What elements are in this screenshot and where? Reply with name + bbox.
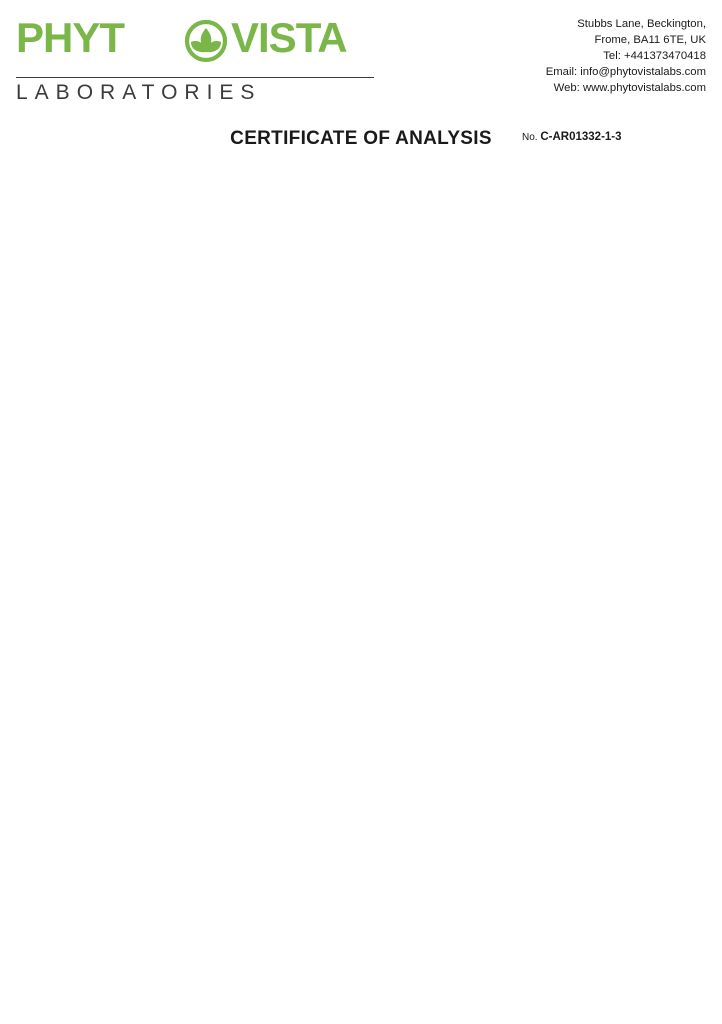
svg-text:VISTA: VISTA [231,14,347,61]
svg-text:PHYT: PHYT [16,14,125,61]
